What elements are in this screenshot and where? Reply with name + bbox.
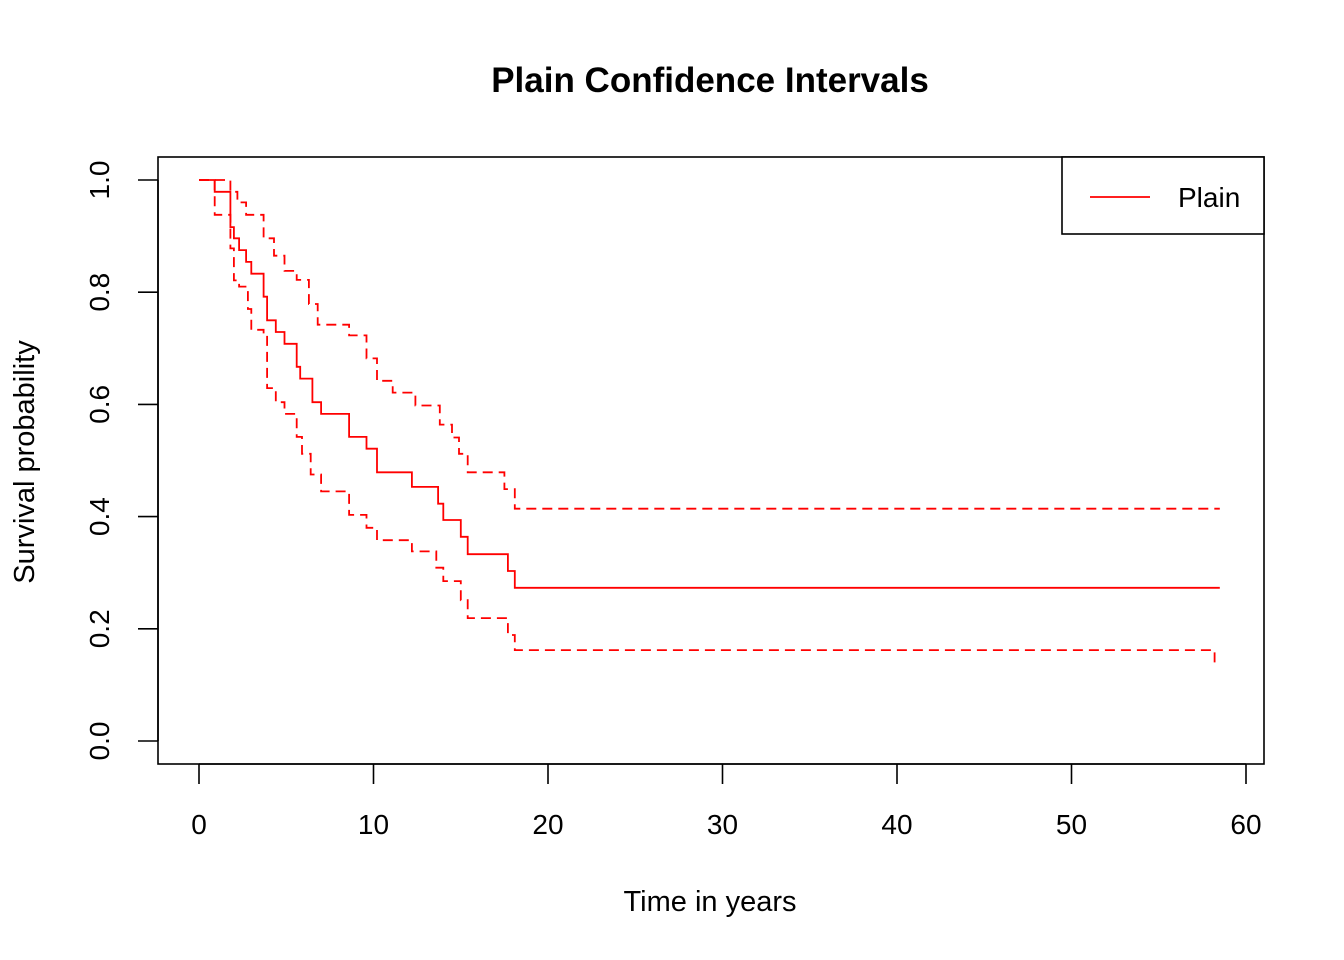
y-tick-label: 0.8 — [84, 273, 115, 312]
legend-box — [1061, 156, 1265, 235]
y-tick-label: 1.0 — [84, 161, 115, 200]
series-estimate-line — [199, 179, 1220, 589]
x-tick-label: 30 — [707, 809, 738, 840]
y-tick-label: 0.4 — [84, 497, 115, 536]
x-tick-label: 40 — [881, 809, 912, 840]
x-axis-label: Time in years — [624, 886, 797, 918]
y-axis: 0.0 0.2 0.4 0.6 0.8 1.0 — [84, 161, 159, 761]
legend: Plain — [1061, 156, 1265, 235]
x-tick-label: 10 — [358, 809, 389, 840]
plot-frame — [157, 156, 1265, 765]
y-tick-label: 0.2 — [84, 609, 115, 648]
x-tick-label: 0 — [191, 809, 207, 840]
y-tick-label: 0.0 — [84, 722, 115, 761]
x-tick-label: 60 — [1230, 809, 1261, 840]
legend-label-plain: Plain — [1178, 182, 1240, 213]
x-tick-label: 20 — [532, 809, 563, 840]
x-axis: 0 10 20 30 40 50 60 — [191, 763, 1262, 840]
chart-title: Plain Confidence Intervals — [491, 61, 929, 100]
y-tick-label: 0.6 — [84, 385, 115, 424]
y-axis-label: Survival probability — [9, 340, 41, 584]
curves-group — [199, 179, 1220, 667]
x-tick-label: 50 — [1056, 809, 1087, 840]
series-upper-line — [199, 179, 1220, 510]
series-lower-line — [199, 179, 1216, 667]
